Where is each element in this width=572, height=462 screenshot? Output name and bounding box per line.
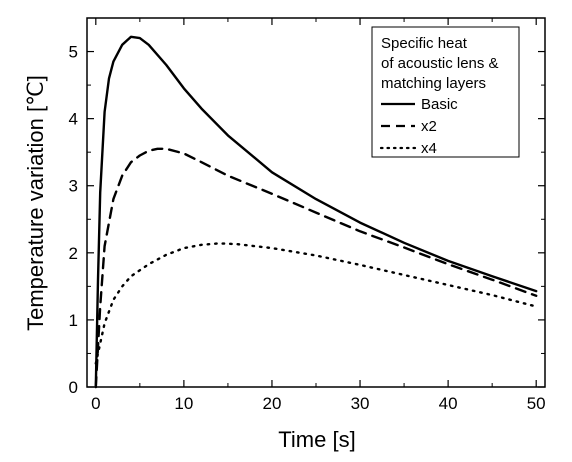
y-axis-title: Temperature variation [℃] [23,75,48,331]
x-tick-label: 20 [263,394,282,413]
series-line-x2 [94,147,538,389]
legend-label-x4: x4 [421,140,437,157]
series-line-basic [94,35,538,389]
legend: Specific heat of acoustic lens & matchin… [371,26,520,158]
legend-title-line-1: Specific heat [381,35,468,52]
series-line-x4 [94,242,538,365]
y-tick-label: 2 [69,244,78,263]
x-tick-label: 0 [91,394,100,413]
legend-label-basic: Basic [421,96,458,113]
y-tick-label: 0 [69,378,78,397]
y-tick-label: 5 [69,43,78,62]
y-tick-label: 3 [69,177,78,196]
tick-layer: 0 10 20 30 40 50 0 1 2 3 4 5 [69,17,546,413]
legend-title-line-3: matching layers [381,75,486,92]
y-tick-label: 4 [69,110,78,129]
x-tick-label: 40 [439,394,458,413]
legend-title-line-2: of acoustic lens & [381,55,499,72]
x-tick-label: 50 [527,394,546,413]
legend-label-x2: x2 [421,118,437,135]
legend-box [371,26,520,158]
y-tick-label: 1 [69,311,78,330]
x-axis-title: Time [s] [278,427,355,452]
x-tick-label: 10 [174,394,193,413]
x-tick-label: 30 [351,394,370,413]
series-layer [94,35,538,389]
